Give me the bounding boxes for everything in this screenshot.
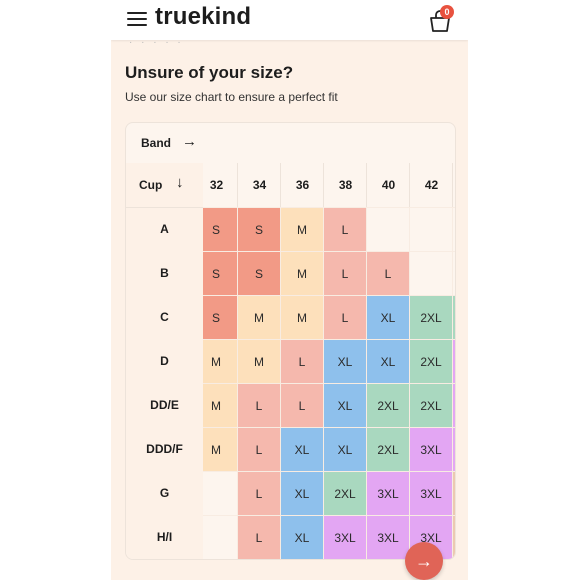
size-cell-C-40: XL <box>366 295 410 340</box>
size-cell-DDD-F-42: 3XL <box>409 427 453 472</box>
right-arrow-icon: → <box>182 133 197 150</box>
size-cell-C-42: 2XL <box>409 295 453 340</box>
band-header-34: 34 <box>237 163 281 208</box>
size-cell-H-I-36: XL <box>280 515 324 559</box>
size-cell-DD-E-36: L <box>280 383 324 428</box>
band-label: Band <box>141 136 171 150</box>
size-cell-C-36: M <box>280 295 324 340</box>
size-cell-DDD-F-34: L <box>237 427 281 472</box>
size-cell-B-38: L <box>323 251 367 296</box>
next-arrow-button[interactable]: → <box>405 542 443 580</box>
size-cell-A-44 <box>452 207 455 252</box>
size-cell-B-36: M <box>280 251 324 296</box>
cup-header-B: B <box>126 251 203 296</box>
band-header-44: 44 <box>452 163 455 208</box>
size-cell-C-34: M <box>237 295 281 340</box>
size-cell-DDD-F-44: 3XL <box>452 427 455 472</box>
cup-header-D: D <box>126 339 203 384</box>
size-cell-B-40: L <box>366 251 410 296</box>
size-chart-card: Band → 32343638404244SSMLSSMLLSMMLXL2XL2… <box>125 122 456 560</box>
size-cell-D-38: XL <box>323 339 367 384</box>
size-cell-C-38: L <box>323 295 367 340</box>
cup-header-DDD-F: DDD/F <box>126 427 203 472</box>
size-cell-G-42: 3XL <box>409 471 453 516</box>
size-cell-B-44 <box>452 251 455 296</box>
size-cell-DD-E-40: 2XL <box>366 383 410 428</box>
size-cell-G-40: 3XL <box>366 471 410 516</box>
band-header-40: 40 <box>366 163 410 208</box>
size-cell-DD-E-34: L <box>237 383 281 428</box>
phone-screen: truekind 0 · · · · · Unsure of your size… <box>111 0 468 580</box>
band-header-38: 38 <box>323 163 367 208</box>
size-cell-D-40: XL <box>366 339 410 384</box>
size-cell-H-I-34: L <box>237 515 281 559</box>
size-cell-G-36: XL <box>280 471 324 516</box>
cup-header-DD-E: DD/E <box>126 383 203 428</box>
cup-header-C: C <box>126 295 203 340</box>
size-cell-DD-E-42: 2XL <box>409 383 453 428</box>
size-cell-G-34: L <box>237 471 281 516</box>
cup-header-A: A <box>126 207 203 252</box>
size-cell-A-42 <box>409 207 453 252</box>
size-cell-DDD-F-40: 2XL <box>366 427 410 472</box>
band-header-row: Band → <box>126 123 455 164</box>
size-cell-DDD-F-38: XL <box>323 427 367 472</box>
section-subheading: Use our size chart to ensure a perfect f… <box>125 90 338 104</box>
size-cell-A-40 <box>366 207 410 252</box>
size-cell-H-I-38: 3XL <box>323 515 367 559</box>
band-header-36: 36 <box>280 163 324 208</box>
size-cell-A-34: S <box>237 207 281 252</box>
size-cell-D-34: M <box>237 339 281 384</box>
size-cell-D-42: 2XL <box>409 339 453 384</box>
hamburger-menu-icon[interactable] <box>127 10 147 28</box>
cart-count-badge: 0 <box>440 5 454 19</box>
size-cell-A-36: M <box>280 207 324 252</box>
section-heading: Unsure of your size? <box>125 63 294 82</box>
size-cell-A-38: L <box>323 207 367 252</box>
down-arrow-icon: ↓ <box>176 174 184 191</box>
size-cell-DDD-F-36: XL <box>280 427 324 472</box>
cup-header-H-I: H/I <box>126 515 203 559</box>
size-cell-B-34: S <box>237 251 281 296</box>
size-cell-H-I-44: 4XL <box>452 515 455 559</box>
cup-label: Cup <box>139 178 163 192</box>
size-cell-H-I-40: 3XL <box>366 515 410 559</box>
size-cell-DD-E-44: 3XL <box>452 383 455 428</box>
top-nav-bar: truekind 0 <box>111 0 468 40</box>
size-cell-B-42 <box>409 251 453 296</box>
size-cell-D-44: 3XL <box>452 339 455 384</box>
size-cell-C-44: 2XL <box>452 295 455 340</box>
size-cell-G-38: 2XL <box>323 471 367 516</box>
brand-logo[interactable]: truekind <box>155 3 252 30</box>
size-cell-DD-E-38: XL <box>323 383 367 428</box>
breadcrumb-dots: · · · · · <box>129 37 184 48</box>
cup-header-G: G <box>126 471 203 516</box>
cup-header: Cup ↓ <box>126 163 203 208</box>
size-cell-G-44: 4XL <box>452 471 455 516</box>
size-cell-D-36: L <box>280 339 324 384</box>
band-header-42: 42 <box>409 163 453 208</box>
